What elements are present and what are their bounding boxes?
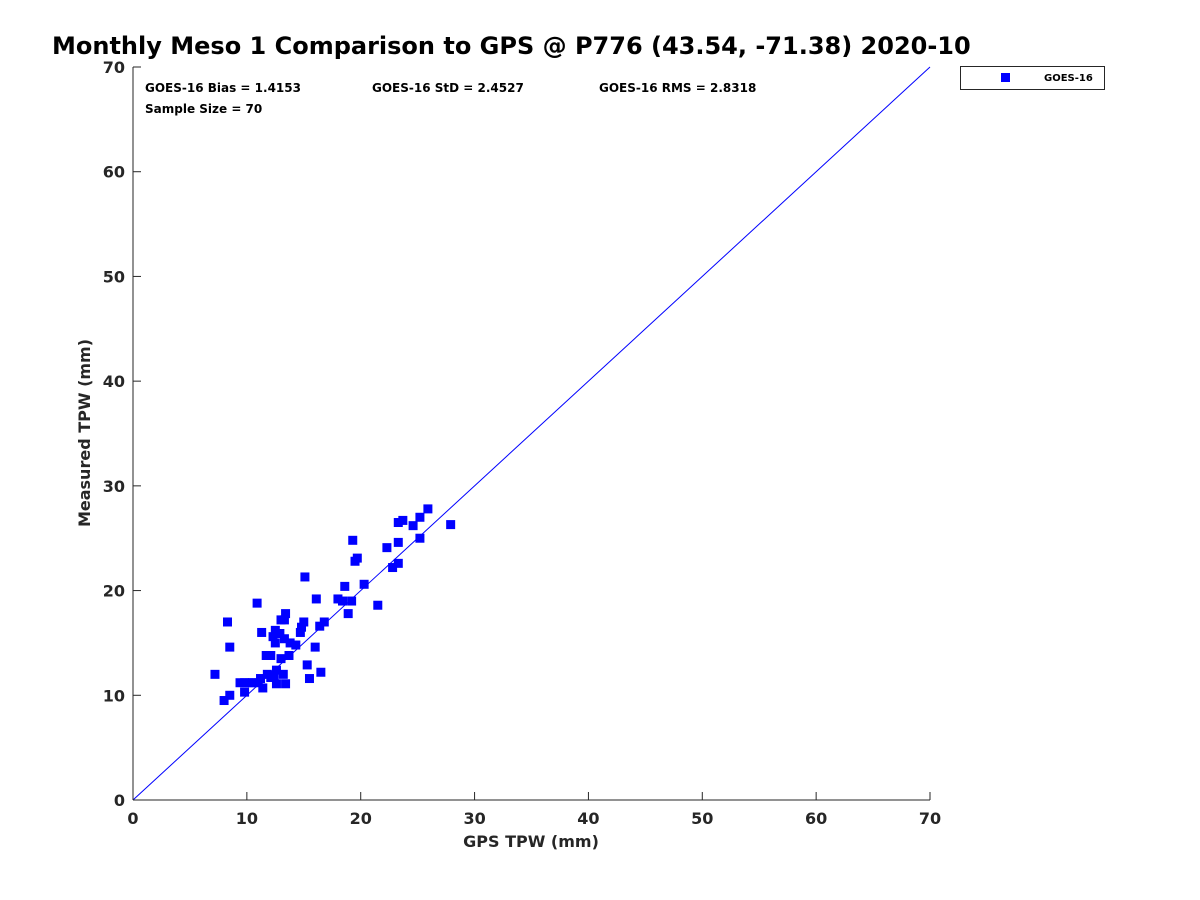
y-tick-label: 50 xyxy=(103,267,125,286)
data-point xyxy=(291,640,301,650)
std-annotation: GOES-16 StD = 2.4527 xyxy=(372,81,524,95)
data-point xyxy=(319,617,329,627)
data-point xyxy=(223,617,233,627)
x-tick-label: 70 xyxy=(919,809,941,828)
data-point xyxy=(352,553,362,563)
y-ticks: 0 10 20 30 40 50 60 70 xyxy=(103,58,141,810)
data-point xyxy=(300,572,310,582)
data-point xyxy=(423,504,433,514)
x-axis-label: GPS TPW (mm) xyxy=(463,832,599,851)
data-point xyxy=(408,521,418,531)
data-point xyxy=(268,632,278,642)
x-tick-label: 20 xyxy=(350,809,372,828)
data-point xyxy=(240,678,250,688)
data-point xyxy=(271,665,281,675)
data-point xyxy=(297,622,307,632)
data-point xyxy=(248,678,258,688)
data-point xyxy=(252,598,262,608)
x-tick-label: 0 xyxy=(127,809,138,828)
x-tick-label: 10 xyxy=(236,809,258,828)
data-point xyxy=(304,674,314,684)
x-ticks: 0 10 20 30 40 50 60 70 xyxy=(127,792,941,828)
data-point xyxy=(278,669,288,679)
data-point xyxy=(393,518,403,528)
data-point xyxy=(270,638,280,648)
y-tick-label: 30 xyxy=(103,477,125,496)
data-point xyxy=(261,650,271,660)
y-tick-label: 40 xyxy=(103,372,125,391)
data-point xyxy=(348,535,358,545)
data-point xyxy=(315,621,325,631)
data-point xyxy=(415,512,425,522)
data-point xyxy=(235,678,245,688)
data-point xyxy=(270,625,280,635)
legend-box xyxy=(960,66,1105,90)
data-point xyxy=(347,596,357,606)
data-point xyxy=(275,629,285,639)
data-point xyxy=(295,627,305,637)
data-point xyxy=(271,679,281,689)
data-point xyxy=(279,634,289,644)
data-point xyxy=(281,609,291,619)
data-point xyxy=(266,650,276,660)
y-tick-label: 60 xyxy=(103,163,125,182)
data-point xyxy=(258,683,268,693)
data-point xyxy=(285,638,295,648)
data-point xyxy=(240,687,250,697)
bias-annotation: GOES-16 Bias = 1.4153 xyxy=(145,81,301,95)
data-point xyxy=(311,594,321,604)
sample-size-annotation: Sample Size = 70 xyxy=(145,102,262,116)
data-point xyxy=(225,690,235,700)
data-point xyxy=(398,515,408,525)
data-point xyxy=(210,669,220,679)
data-point xyxy=(281,679,291,689)
data-point xyxy=(343,609,353,619)
data-point xyxy=(373,600,383,610)
data-point xyxy=(393,558,403,568)
data-point xyxy=(299,617,309,627)
y-tick-label: 0 xyxy=(114,791,125,810)
x-tick-label: 40 xyxy=(577,809,599,828)
y-tick-label: 70 xyxy=(103,58,125,77)
data-point xyxy=(256,674,266,684)
data-points xyxy=(210,504,456,706)
x-tick-label: 30 xyxy=(463,809,485,828)
data-point xyxy=(276,654,286,664)
legend-marker-goes16 xyxy=(1001,73,1010,82)
data-point xyxy=(316,667,326,677)
data-point xyxy=(302,660,312,670)
legend-label-goes16: GOES-16 xyxy=(1044,73,1093,84)
y-tick-label: 10 xyxy=(103,686,125,705)
y-tick-label: 20 xyxy=(103,582,125,601)
data-point xyxy=(393,537,403,547)
data-point xyxy=(446,520,456,530)
data-point xyxy=(225,642,235,652)
data-point xyxy=(333,594,343,604)
data-point xyxy=(219,696,229,706)
data-point xyxy=(388,563,398,573)
x-tick-label: 50 xyxy=(691,809,713,828)
x-tick-label: 60 xyxy=(805,809,827,828)
data-point xyxy=(279,615,289,625)
data-point xyxy=(415,533,425,543)
legend[interactable]: GOES-16 xyxy=(960,66,1105,90)
data-point xyxy=(310,642,320,652)
data-point xyxy=(257,627,267,637)
data-point xyxy=(382,543,392,553)
data-point xyxy=(284,650,294,660)
plot-area: 0 10 20 30 40 50 60 70 0 10 20 30 40 50 60 70 xyxy=(103,58,941,828)
data-point xyxy=(337,596,347,606)
chart-title: Monthly Meso 1 Comparison to GPS @ P776 … xyxy=(52,32,971,60)
identity-reference-line xyxy=(132,66,931,801)
data-point xyxy=(359,579,369,589)
rms-annotation: GOES-16 RMS = 2.8318 xyxy=(599,81,756,95)
y-axis-label: Measured TPW (mm) xyxy=(75,339,94,527)
data-point xyxy=(340,581,350,591)
data-point xyxy=(269,670,279,680)
